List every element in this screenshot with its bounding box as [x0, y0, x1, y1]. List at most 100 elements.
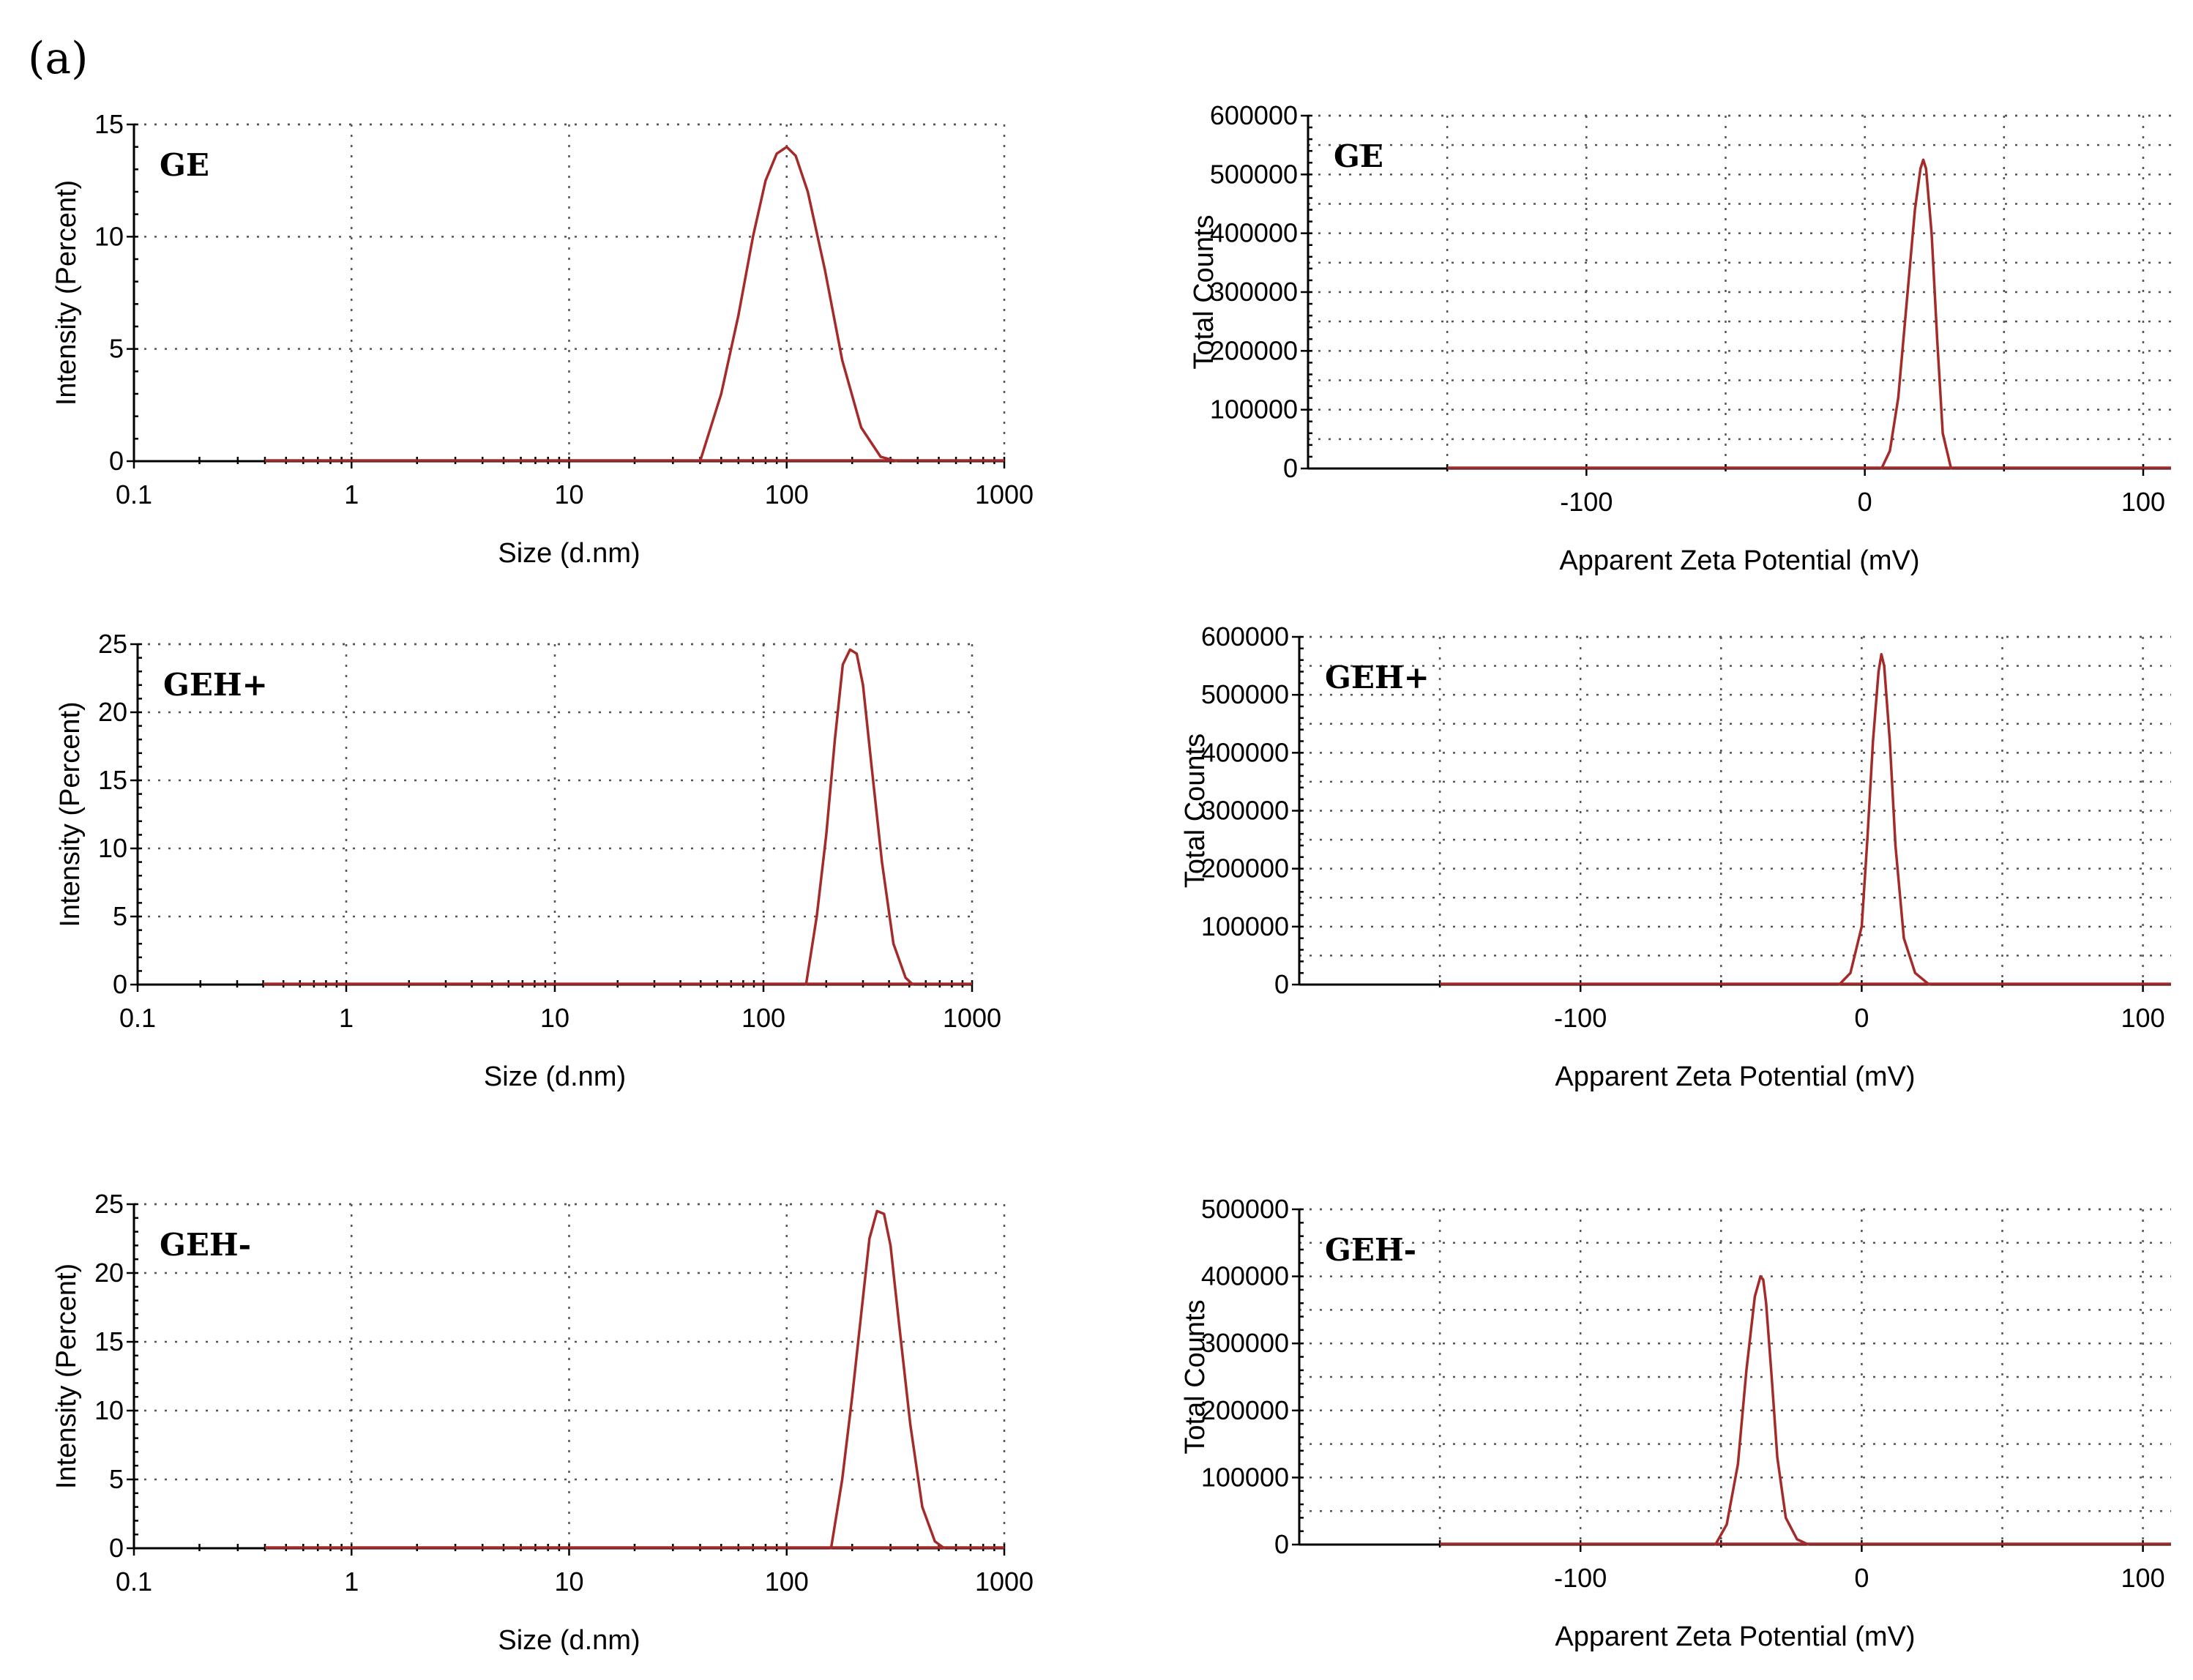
- size-GEHminus-data-point-8: [898, 1326, 901, 1329]
- size-GE-data-point-3: [752, 235, 755, 238]
- zeta-GEHminus-data-point-7: [1765, 1302, 1768, 1304]
- zeta-GEHminus-data-point-8: [1770, 1375, 1773, 1378]
- size-GE-y-axis-title: Intensity (Percent): [51, 180, 82, 406]
- size-GEHplus-ytick-label-2: 10: [98, 833, 127, 863]
- zeta-GEHplus-ytick-label-1: 100000: [1201, 911, 1289, 941]
- size-GE-distribution-line: [698, 145, 897, 463]
- size-GEHminus-ytick-label-1: 5: [109, 1464, 124, 1494]
- zeta-GE-xtick-label-2: 100: [2121, 487, 2165, 517]
- zeta-GEHminus-ytick-label-5: 500000: [1201, 1194, 1289, 1224]
- size-GEHminus-data-point-4: [868, 1237, 871, 1240]
- zeta-GEHplus-y-axis-title: Total Counts: [1180, 733, 1211, 888]
- zeta-GE-ytick-label-6: 600000: [1210, 100, 1298, 130]
- panel-label: (a): [28, 33, 89, 84]
- size-GEHplus-data-point-3: [834, 738, 837, 741]
- zeta-GEHplus-xtick-label-2: 100: [2121, 1003, 2165, 1033]
- zeta-GEHminus-data-point-5: [1759, 1275, 1762, 1278]
- size-GEHminus-data-point-0: [829, 1547, 832, 1550]
- zeta-GE-data-point-7: [1924, 167, 1927, 170]
- zeta-GE-data-point-0: [1880, 467, 1883, 470]
- size-GE-xtick-label-1: 1: [344, 479, 359, 509]
- size-GEHminus-data-point-1: [841, 1478, 844, 1481]
- zeta-GEHplus-ytick-label-6: 600000: [1201, 621, 1289, 652]
- size-GEHminus-data-point-2: [851, 1395, 853, 1398]
- zeta-GE-data-point-6: [1922, 158, 1924, 161]
- zeta-GE-data-point-11: [1950, 467, 1952, 470]
- size-GE-data-point-2: [737, 314, 740, 317]
- size-GEHminus-xtick-label-1: 1: [344, 1567, 359, 1597]
- zeta-GE-data-point-2: [1897, 397, 1899, 400]
- zeta-GEHplus-data-point-4: [1872, 740, 1875, 742]
- zeta-GEHminus-data-point-4: [1753, 1295, 1756, 1298]
- zeta-GEHminus-xtick-label-2: 100: [2121, 1563, 2165, 1593]
- size-GEHminus-ytick-label-3: 15: [94, 1326, 124, 1356]
- size-GE-data-point-7: [794, 154, 797, 157]
- zeta-GEHminus-data-point-11: [1796, 1538, 1798, 1541]
- zeta-GEHminus-data-point-0: [1714, 1543, 1717, 1546]
- size-GEHplus-data-point-0: [804, 983, 807, 986]
- zeta-GEHminus-data-point-6: [1762, 1278, 1765, 1281]
- zeta-GEHminus-data-point-10: [1785, 1516, 1787, 1519]
- zeta-GE-y-axis-title: Total Counts: [1189, 214, 1219, 369]
- size-GEHminus-y-axis-title: Intensity (Percent): [51, 1263, 82, 1489]
- size-GE-ytick-label-0: 0: [109, 446, 124, 476]
- size-GEHplus-xtick-label-3: 100: [741, 1003, 785, 1033]
- size-GEHminus-x-axis-title: Size (d.nm): [498, 1625, 640, 1656]
- zeta-GEHplus-ytick-label-5: 500000: [1201, 679, 1289, 709]
- size-GE-ytick-label-3: 15: [94, 109, 124, 139]
- zeta-GE-data-point-10: [1941, 432, 1944, 435]
- size-GEHminus-data-point-11: [933, 1540, 936, 1543]
- zeta-GE-data-point-3: [1905, 302, 1908, 305]
- size-GEHplus-ytick-label-5: 25: [98, 629, 127, 659]
- size-GEHminus-data-point-9: [909, 1423, 912, 1426]
- zeta-GEHminus-ytick-label-3: 300000: [1201, 1328, 1289, 1358]
- zeta-GEHplus-data-point-10: [1902, 937, 1905, 940]
- size-GEHplus-data-point-4: [841, 663, 844, 666]
- size-GE-xtick-label-3: 100: [765, 479, 809, 509]
- size-GEHminus-ytick-label-4: 20: [94, 1258, 124, 1288]
- zeta-GE-ytick-label-4: 400000: [1210, 218, 1298, 248]
- zeta-GE-data-point-5: [1919, 167, 1922, 170]
- size-GE-data-point-11: [860, 426, 862, 429]
- zeta-GEHminus-x-axis-title: Apparent Zeta Potential (mV): [1555, 1621, 1915, 1652]
- size-GEHplus-data-point-2: [825, 833, 828, 836]
- zeta-GEHminus-data-point-12: [1807, 1543, 1809, 1546]
- zeta-GEHplus-data-point-0: [1838, 983, 1841, 986]
- zeta-GEHminus-data-point-9: [1776, 1456, 1779, 1459]
- zeta-GEHplus-data-point-9: [1894, 844, 1897, 847]
- size-GEHminus-ytick-label-5: 25: [94, 1189, 124, 1219]
- size-GEHminus-ytick-label-2: 10: [94, 1395, 124, 1425]
- zeta-GEHplus-ytick-label-0: 0: [1274, 969, 1289, 999]
- size-GEHplus-xtick-label-4: 1000: [943, 1003, 1001, 1033]
- size-GEHplus-series-label: GEH+: [163, 667, 268, 703]
- zeta-GEHminus-ytick-label-1: 100000: [1201, 1462, 1289, 1492]
- zeta-GE-ytick-label-2: 200000: [1210, 335, 1298, 365]
- size-GE-xtick-label-0: 0.1: [116, 479, 152, 509]
- size-GEHplus-distribution-line: [804, 648, 914, 986]
- size-GEHminus-data-point-5: [875, 1209, 878, 1212]
- size-GEHminus-data-point-12: [943, 1547, 946, 1550]
- size-GE-data-point-0: [699, 460, 701, 463]
- size-GEHplus-data-point-12: [911, 983, 914, 986]
- size-GEHminus-ytick-label-0: 0: [109, 1533, 124, 1563]
- zeta-GE-data-point-9: [1936, 337, 1938, 340]
- zeta-GEHplus-ytick-label-2: 200000: [1201, 854, 1289, 884]
- size-GEHminus-data-point-7: [889, 1244, 892, 1247]
- zeta-GEHminus-data-point-2: [1736, 1463, 1739, 1466]
- size-GE-data-point-1: [720, 392, 722, 395]
- size-GE-ytick-label-2: 10: [94, 221, 124, 251]
- size-GEHplus-ytick-label-4: 20: [98, 697, 127, 727]
- size-GE-xtick-label-2: 10: [554, 479, 583, 509]
- zeta-GEHplus-series-label: GEH+: [1325, 660, 1430, 695]
- size-GEHplus-data-point-11: [904, 977, 907, 979]
- size-GEHplus-data-point-9: [881, 861, 883, 864]
- size-GEHplus-ytick-label-1: 5: [113, 901, 127, 931]
- zeta-GE-ytick-label-3: 300000: [1210, 277, 1298, 307]
- size-GEHplus-x-axis-title: Size (d.nm): [484, 1061, 626, 1092]
- zeta-GEHminus-data-point-1: [1725, 1523, 1728, 1526]
- size-GEHplus-xtick-label-2: 10: [540, 1003, 569, 1033]
- size-GE-data-point-9: [823, 269, 826, 272]
- size-GE-xtick-label-4: 1000: [975, 479, 1034, 509]
- size-GEHminus-data-point-3: [860, 1313, 862, 1315]
